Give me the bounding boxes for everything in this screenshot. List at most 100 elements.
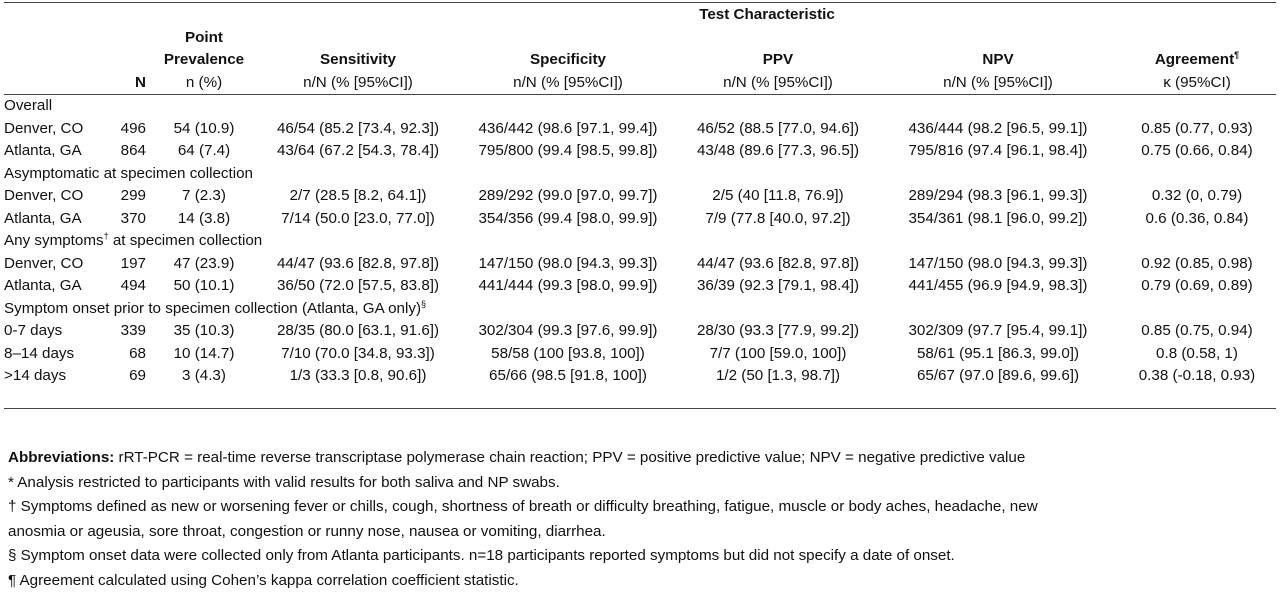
- dagger-note-line2: anosmia or ageusia, sore throat, congest…: [8, 522, 606, 540]
- prevalence-cell: 10 (14.7): [173, 344, 235, 362]
- row-label: Denver, CO: [4, 254, 84, 272]
- sensitivity-header: Sensitivity: [320, 51, 396, 68]
- prevalence-cell: 7 (2.3): [182, 187, 226, 204]
- section-title: Symptom onset prior to specimen collecti…: [4, 298, 427, 317]
- ppv-cell: 43/48 (89.6 [77.3, 96.5]): [696, 142, 860, 159]
- specificity-cell: 147/150 (98.0 [94.3, 99.3]): [478, 254, 658, 272]
- sensitivity-subheader: n/N (% [95%CI]): [258, 71, 458, 95]
- header-row-3: N n (%) n/N (% [95%CI]) n/N (% [95%CI]) …: [4, 71, 1276, 95]
- kappa-subheader: κ (95%CI): [1118, 71, 1276, 95]
- npv-subheader: n/N (% [95%CI]): [878, 71, 1118, 95]
- specificity-cell: 65/66 (98.5 [91.8, 100]): [489, 367, 647, 384]
- table-row: 8–14 days 68 10 (14.7) 7/10 (70.0 [34.8, 93…: [4, 343, 1276, 366]
- dagger-note-line1: † Symptoms defined as new or worsening f…: [8, 498, 1038, 516]
- kappa-cell: 0.6 (0.36, 0.84): [1145, 209, 1249, 227]
- prevalence-header-line2: Prevalence: [163, 51, 245, 68]
- n-cell: 494: [120, 277, 146, 294]
- kappa-cell: 0.79 (0.69, 0.89): [1141, 277, 1253, 294]
- table-row: Atlanta, GA 864 64 (7.4) 43/64 (67.2 [54.3,…: [4, 140, 1276, 163]
- section-title: Any symptoms† at specimen collection: [4, 231, 263, 250]
- ppv-cell: 28/30 (93.3 [77.9, 99.2]): [696, 322, 860, 339]
- ppv-header: PPV: [762, 51, 794, 68]
- n-cell: 299: [120, 187, 146, 204]
- specificity-cell: 58/58 (100 [93.8, 100]): [491, 344, 645, 362]
- specificity-header: Specificity: [530, 51, 606, 68]
- n-header: N: [114, 71, 150, 95]
- row-label: 8–14 days: [4, 344, 75, 362]
- n-cell: 197: [120, 254, 146, 272]
- sensitivity-cell: 28/35 (80.0 [63.1, 91.6]): [276, 322, 440, 339]
- pilcrow-mark: ¶: [1234, 50, 1240, 60]
- row-label: 0-7 days: [4, 322, 63, 339]
- header-row-2: Prevalence Sensitivity Specificity PPV N…: [4, 49, 1276, 72]
- prevalence-cell: 47 (23.9): [173, 254, 235, 272]
- table-row: Denver, CO 197 47 (23.9) 44/47 (93.6 [82.8,…: [4, 253, 1276, 276]
- kappa-cell: 0.38 (-0.18, 0.93): [1138, 367, 1256, 384]
- kappa-cell: 0.92 (0.85, 0.98): [1141, 254, 1253, 272]
- specificity-cell: 354/356 (99.4 [98.0, 99.9]): [478, 209, 658, 227]
- npv-cell: 354/361 (98.1 [96.0, 99.2]): [908, 209, 1088, 227]
- prevalence-cell: 54 (10.9): [173, 119, 235, 137]
- table-top-rule: [4, 2, 1276, 3]
- sensitivity-cell: 7/10 (70.0 [34.8, 93.3]): [281, 344, 435, 362]
- kappa-cell: 0.75 (0.66, 0.84): [1141, 142, 1253, 159]
- header-row-group: Test Characteristic: [4, 4, 1276, 27]
- ppv-cell: 2/5 (40 [11.8, 76.9]): [712, 187, 844, 204]
- n-cell: 339: [120, 322, 146, 339]
- specificity-cell: 441/444 (99.3 [98.0, 99.9]): [478, 277, 658, 294]
- sensitivity-cell: 44/47 (93.6 [82.8, 97.8]): [276, 254, 440, 272]
- kappa-cell: 0.32 (0, 0.79): [1151, 187, 1243, 204]
- specificity-cell: 795/800 (99.4 [98.5, 99.8]): [478, 142, 658, 159]
- ppv-cell: 36/39 (92.3 [79.1, 98.4]): [696, 277, 860, 294]
- specificity-cell: 289/292 (99.0 [97.0, 99.7]): [478, 187, 658, 204]
- kappa-cell: 0.85 (0.75, 0.94): [1141, 322, 1253, 339]
- prevalence-cell: 14 (3.8): [177, 209, 231, 227]
- section-row: Any symptoms† at specimen collection: [4, 230, 1276, 253]
- npv-cell: 441/455 (96.9 [94.9, 98.3]): [908, 277, 1088, 294]
- section-title: Overall: [4, 97, 53, 114]
- table-row: Atlanta, GA 494 50 (10.1) 36/50 (72.0 [57.5…: [4, 275, 1276, 298]
- npv-cell: 65/67 (97.0 [89.6, 99.6]): [916, 367, 1080, 384]
- sensitivity-cell: 46/54 (85.2 [73.4, 92.3]): [276, 119, 440, 137]
- npv-cell: 436/444 (98.2 [96.5, 99.1]): [908, 119, 1088, 137]
- group-title: Test Characteristic: [699, 6, 835, 23]
- npv-header: NPV: [982, 51, 1014, 68]
- header-row-1: Point: [4, 27, 1276, 50]
- prevalence-cell: 35 (10.3): [173, 322, 235, 339]
- npv-cell: 795/816 (97.4 [96.1, 98.4]): [908, 142, 1088, 159]
- prevalence-cell: 50 (10.1): [173, 277, 235, 294]
- n-cell: 864: [120, 142, 146, 159]
- npv-cell: 302/309 (97.7 [95.4, 99.1]): [908, 322, 1088, 339]
- sensitivity-cell: 36/50 (72.0 [57.5, 83.8]): [276, 277, 440, 294]
- ppv-cell: 7/9 (77.8 [40.0, 97.2]): [705, 209, 851, 227]
- ppv-subheader: n/N (% [95%CI]): [678, 71, 878, 95]
- row-label: Denver, CO: [4, 187, 84, 204]
- sensitivity-cell: 1/3 (33.3 [0.8, 90.6]): [289, 367, 427, 384]
- row-label: Denver, CO: [4, 119, 84, 137]
- npv-cell: 147/150 (98.0 [94.3, 99.3]): [908, 254, 1088, 272]
- abbreviations-note: Abbreviations: rRT-PCR = real-time rever…: [8, 449, 1026, 466]
- star-note: * Analysis restricted to participants wi…: [8, 473, 560, 491]
- row-label: Atlanta, GA: [4, 209, 82, 227]
- section-row: Symptom onset prior to specimen collecti…: [4, 298, 1276, 321]
- section-note: § Symptom onset data were collected only…: [8, 547, 955, 565]
- row-label: Atlanta, GA: [4, 142, 82, 159]
- sensitivity-cell: 2/7 (28.5 [8.2, 64.1]): [289, 187, 427, 204]
- ppv-cell: 44/47 (93.6 [82.8, 97.8]): [696, 254, 860, 272]
- section-row: Asymptomatic at specimen collection: [4, 163, 1276, 186]
- sensitivity-cell: 43/64 (67.2 [54.3, 78.4]): [276, 142, 440, 159]
- table-bottom-rule: [4, 408, 1276, 409]
- ppv-cell: 7/7 (100 [59.0, 100]): [709, 344, 847, 362]
- n-cell: 69: [129, 367, 146, 384]
- prevalence-cell: 64 (7.4): [177, 142, 231, 159]
- table-row: 0-7 days 339 35 (10.3) 28/35 (80.0 [63.1, 9…: [4, 320, 1276, 343]
- pilcrow-note: ¶ Agreement calculated using Cohen’s kap…: [8, 571, 519, 589]
- ppv-cell: 46/52 (88.5 [77.0, 94.6]): [696, 119, 860, 137]
- ppv-cell: 1/2 (50 [1.3, 98.7]): [715, 367, 841, 384]
- sensitivity-cell: 7/14 (50.0 [23.0, 77.0]): [281, 209, 435, 227]
- footnote-mark: †: [103, 231, 109, 241]
- table-row: >14 days 69 3 (4.3) 1/3 (33.3 [0.8, 90.6]) 6…: [4, 365, 1276, 388]
- kappa-cell: 0.8 (0.58, 1): [1156, 344, 1238, 362]
- table-row: Atlanta, GA 370 14 (3.8) 7/14 (50.0 [23.0, …: [4, 208, 1276, 231]
- prevalence-cell: 3 (4.3): [182, 367, 226, 384]
